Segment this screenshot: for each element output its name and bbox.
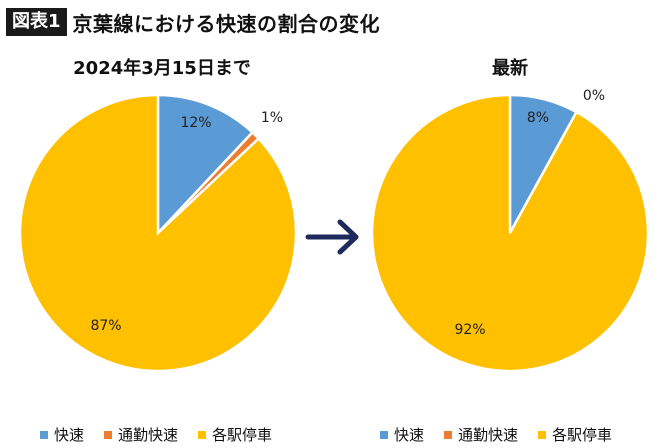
legend-swatch bbox=[40, 430, 48, 439]
legend-item: 各駅停車 bbox=[538, 424, 612, 445]
legend-item: 通勤快速 bbox=[104, 424, 178, 445]
legend-label: 快速 bbox=[54, 426, 85, 444]
left-pie-chart: 12% 1% 87% bbox=[18, 93, 298, 373]
data-label: 0% bbox=[583, 88, 605, 104]
right-arrow-icon bbox=[305, 219, 359, 255]
legend-swatch bbox=[198, 430, 207, 439]
pie-slice bbox=[156, 93, 255, 237]
data-label: 87% bbox=[90, 318, 121, 334]
legend-swatch bbox=[104, 430, 113, 439]
right-legend: 快速 通勤快速 各駅停車 bbox=[380, 424, 632, 445]
legend-item: 快速 bbox=[380, 424, 424, 445]
legend-item: 快速 bbox=[40, 424, 84, 445]
legend-item: 通勤快速 bbox=[444, 424, 518, 445]
pie-slice bbox=[370, 93, 650, 373]
legend-label: 快速 bbox=[394, 426, 425, 444]
legend-label: 通勤快速 bbox=[118, 426, 179, 444]
legend-swatch bbox=[444, 430, 453, 439]
data-label: 12% bbox=[180, 115, 211, 131]
legend-label: 各駅停車 bbox=[212, 426, 273, 444]
legend-swatch bbox=[538, 430, 547, 439]
figure-title: 京葉線における快速の割合の変化 bbox=[72, 11, 381, 36]
left-chart-title: 2024年3月15日まで bbox=[73, 58, 251, 79]
data-label: 8% bbox=[527, 110, 549, 126]
data-label: 1% bbox=[261, 110, 283, 126]
legend-item: 各駅停車 bbox=[198, 424, 272, 445]
left-legend: 快速 通勤快速 各駅停車 bbox=[40, 424, 292, 445]
legend-label: 各駅停車 bbox=[552, 426, 613, 444]
pie-slice bbox=[18, 93, 298, 373]
right-chart-title: 最新 bbox=[492, 58, 528, 79]
legend-label: 通勤快速 bbox=[458, 426, 519, 444]
figure-badge: 図表1 bbox=[6, 8, 67, 36]
figure-header: 図表1 京葉線における快速の割合の変化 bbox=[6, 6, 380, 38]
legend-swatch bbox=[380, 430, 388, 439]
data-label: 92% bbox=[454, 322, 485, 338]
right-pie-chart: 8% 0% 92% bbox=[370, 88, 650, 373]
